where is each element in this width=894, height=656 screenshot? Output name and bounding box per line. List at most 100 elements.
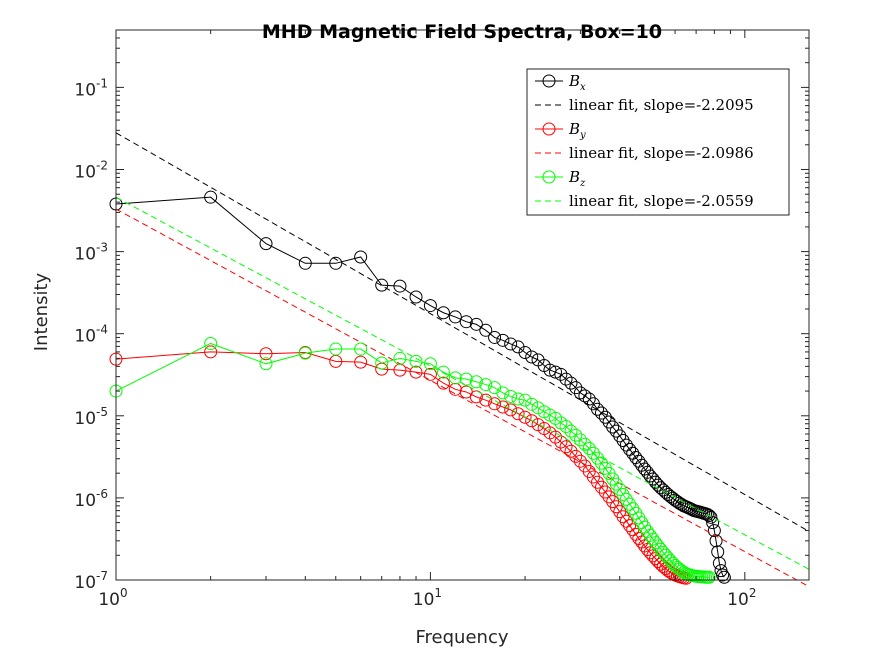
data-point: [656, 483, 670, 497]
data-point: [504, 389, 518, 403]
data-point: [518, 410, 532, 424]
data-point: [488, 397, 502, 411]
legend-label: Bx: [568, 72, 586, 93]
series-5: [115, 196, 810, 570]
legend-entry-0: Bx: [535, 72, 586, 93]
data-point: [651, 539, 665, 553]
legend-label: linear fit, slope=-2.0986: [569, 144, 754, 162]
x-tick-label: 100: [98, 586, 127, 610]
legend-entry-4: Bz: [535, 168, 586, 189]
data-point: [525, 414, 539, 428]
data-point: [423, 357, 437, 371]
series-0: [109, 190, 731, 584]
data-point: [591, 475, 605, 489]
y-tick-label: 10-7: [74, 569, 108, 593]
y-tick-label: 10-6: [74, 487, 108, 511]
data-point: [423, 299, 437, 313]
legend: Bx linear fit, slope=-2.2095 By linear fit,…: [526, 68, 790, 216]
data-point: [409, 365, 423, 379]
data-point: [623, 519, 637, 533]
data-point: [559, 440, 573, 454]
data-point: [706, 516, 720, 530]
data-point: [654, 481, 668, 495]
data-point: [702, 570, 716, 584]
y-tick-label: 10-2: [74, 158, 108, 182]
data-point: [616, 434, 630, 448]
series-4: [109, 336, 716, 584]
data-point: [559, 420, 573, 434]
data-point: [496, 386, 510, 400]
data-point: [525, 350, 539, 364]
fit-line-1: [115, 132, 810, 532]
series-3: [115, 208, 810, 588]
legend-marker: [542, 74, 556, 88]
data-point: [204, 190, 218, 204]
data-point: [496, 400, 510, 414]
data-point: [707, 524, 721, 538]
data-point: [578, 389, 592, 403]
y-tick-label: 10-4: [74, 323, 108, 347]
axes-box: [115, 29, 810, 581]
x-tick-label: 101: [413, 586, 442, 610]
legend-entry-5: linear fit, slope=-2.0559: [535, 192, 754, 210]
data-point: [594, 456, 608, 470]
data-point: [496, 333, 510, 347]
data-point: [602, 490, 616, 504]
data-point: [393, 351, 407, 365]
data-point: [436, 306, 450, 320]
data-point: [578, 437, 592, 451]
data-point: [646, 532, 660, 546]
data-point: [409, 354, 423, 368]
data-point: [663, 490, 677, 503]
data-point: [469, 317, 483, 331]
fit-line-5: [115, 196, 810, 570]
data-point: [259, 357, 273, 371]
data-point: [704, 510, 718, 524]
data-point: [518, 346, 532, 360]
data-point: [329, 256, 343, 270]
data-point: [591, 451, 605, 465]
data-point: [640, 465, 654, 479]
y-tick-label: 10-5: [74, 405, 108, 429]
legend-label: Bz: [568, 168, 586, 189]
data-point: [559, 372, 573, 386]
data-point: [598, 485, 612, 499]
data-point: [573, 433, 587, 447]
data-point: [354, 342, 368, 356]
data-point: [259, 347, 273, 361]
legend-label: linear fit, slope=-2.0559: [569, 192, 754, 210]
data-point: [619, 438, 633, 452]
data-point: [573, 386, 587, 400]
data-point: [668, 559, 682, 573]
data-point: [716, 568, 730, 582]
data-point: [709, 534, 723, 548]
legend-label: By: [568, 120, 586, 141]
data-point: [594, 406, 608, 420]
data-point: [573, 454, 587, 468]
data-point: [479, 323, 493, 337]
data-point: [423, 367, 437, 381]
legend-entry-3: linear fit, slope=-2.0986: [535, 144, 754, 162]
chart-title: MHD Magnetic Field Spectra, Box=10: [262, 21, 662, 43]
data-point: [666, 491, 680, 505]
data-point: [298, 346, 312, 360]
data-point: [459, 372, 473, 386]
data-point: [606, 420, 620, 434]
data-point: [554, 367, 568, 381]
data-point: [298, 256, 312, 270]
data-point: [504, 403, 518, 417]
data-point: [525, 397, 539, 411]
data-point: [616, 510, 630, 524]
data-point: [259, 237, 273, 251]
data-point: [354, 355, 368, 369]
data-point: [609, 500, 623, 514]
data-point: [651, 478, 665, 492]
data-point: [375, 278, 389, 292]
y-tick-label: 10-3: [74, 241, 108, 265]
legend-marker: [542, 170, 556, 184]
series-line-2: [115, 351, 687, 579]
data-point: [436, 365, 450, 379]
data-point: [469, 390, 483, 404]
